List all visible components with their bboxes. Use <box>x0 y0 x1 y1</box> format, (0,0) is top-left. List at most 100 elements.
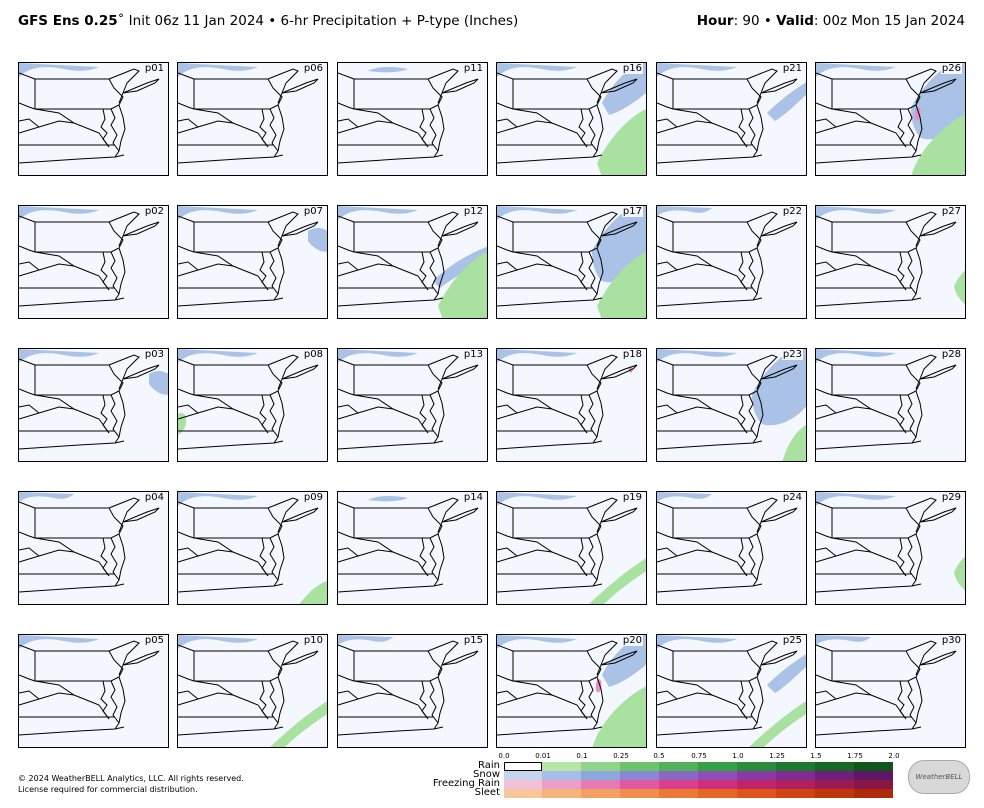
legend-row-label: Snow <box>473 769 500 780</box>
ensemble-panel-p17: p17 <box>496 205 647 319</box>
legend-swatch <box>659 771 698 780</box>
state-boundary <box>657 120 713 134</box>
state-boundary <box>427 497 459 533</box>
state-boundary <box>19 583 125 593</box>
state-boundary <box>281 221 319 237</box>
state-boundary <box>657 358 674 366</box>
state-boundary <box>338 531 355 539</box>
state-boundary <box>269 251 279 301</box>
state-boundary <box>905 640 937 676</box>
panel-member-label: p16 <box>621 63 643 74</box>
state-boundary <box>756 247 764 295</box>
hour-value: : 90 • <box>733 13 772 29</box>
state-boundary <box>19 726 125 736</box>
precip-area-snow-nw <box>657 63 737 77</box>
state-boundary <box>19 72 36 80</box>
legend-swatch <box>698 762 737 771</box>
precip-area-snow-nw <box>19 206 99 220</box>
state-boundary <box>19 261 40 271</box>
state-boundary <box>338 501 355 509</box>
state-boundary <box>178 120 234 134</box>
state-boundary <box>760 78 798 94</box>
state-boundary <box>34 650 124 682</box>
state-boundary <box>657 388 674 396</box>
state-boundary <box>816 690 837 700</box>
state-boundary <box>122 221 160 237</box>
state-boundary <box>338 358 355 366</box>
panel-member-label: p07 <box>302 206 324 217</box>
precip-area-snow-nw <box>816 63 896 77</box>
state-boundary <box>512 78 602 110</box>
state-boundary <box>512 650 602 682</box>
state-boundary <box>118 390 126 438</box>
state-boundary <box>919 78 957 94</box>
panel-member-label: p28 <box>940 349 962 360</box>
title-subtitle: Init 06z 11 Jan 2024 • 6-hr Precipitatio… <box>128 13 519 29</box>
precip-area-snow-nw <box>178 635 258 649</box>
state-boundary <box>512 108 588 148</box>
legend-swatch <box>815 771 854 780</box>
legend-row-label: Sleet <box>474 787 500 798</box>
state-boundary <box>178 297 284 307</box>
legend-swatch <box>620 762 659 771</box>
state-boundary <box>657 102 674 110</box>
state-boundary <box>497 547 518 557</box>
state-boundary <box>429 680 439 730</box>
state-boundary <box>915 104 923 152</box>
ensemble-panel-p09: p09 <box>177 491 328 605</box>
precip-area-fzrain-small <box>595 679 602 693</box>
precip-area-snow-nw <box>816 349 896 363</box>
panel-member-label: p15 <box>462 635 484 646</box>
state-boundary <box>816 440 922 450</box>
state-boundary <box>353 537 429 577</box>
panel-map <box>816 349 957 450</box>
state-boundary <box>437 390 445 438</box>
state-boundary <box>178 726 284 736</box>
precip-area-rain-se-band <box>270 701 327 747</box>
state-boundary <box>178 245 195 253</box>
panel-map <box>19 63 160 164</box>
precip-area-rain-se-small <box>782 425 806 461</box>
state-boundary <box>178 72 195 80</box>
state-boundary <box>277 390 285 438</box>
state-boundary <box>267 497 299 533</box>
state-boundary <box>497 102 514 110</box>
state-boundary <box>816 726 922 736</box>
panel-map <box>338 495 479 593</box>
state-boundary <box>657 261 678 271</box>
ensemble-panel-p15: p15 <box>337 634 488 748</box>
state-boundary <box>915 390 923 438</box>
legend-swatch <box>737 771 776 780</box>
precip-area-snow-ne <box>602 63 646 115</box>
state-boundary <box>178 358 195 366</box>
panel-map <box>178 63 319 164</box>
state-boundary <box>437 247 445 295</box>
state-boundary <box>353 78 443 110</box>
state-boundary <box>19 118 40 128</box>
legend-swatch <box>659 780 698 789</box>
panel-member-label: p05 <box>143 635 165 646</box>
legend-tick-label: 2.0 <box>888 752 900 760</box>
state-boundary <box>178 501 195 509</box>
legend-swatch <box>504 789 542 798</box>
panel-member-label: p29 <box>940 492 962 503</box>
ensemble-panel-p29: p29 <box>815 491 966 605</box>
precip-area-snow-nw <box>338 206 418 220</box>
state-boundary <box>19 531 36 539</box>
ensemble-panel-p20: p20 <box>496 634 647 748</box>
state-boundary <box>816 549 872 563</box>
state-boundary <box>600 650 638 666</box>
state-boundary <box>437 533 445 581</box>
panel-member-label: p22 <box>781 206 803 217</box>
panel-map <box>816 63 965 175</box>
state-boundary <box>267 211 299 247</box>
legend-swatch <box>854 780 893 789</box>
state-boundary <box>600 364 638 380</box>
panel-map <box>338 635 479 736</box>
state-boundary <box>338 547 359 557</box>
state-boundary <box>586 497 618 533</box>
ensemble-panel-p24: p24 <box>656 491 807 605</box>
state-boundary <box>353 650 443 682</box>
precip-area-snow-nw <box>816 492 896 506</box>
state-boundary <box>905 497 937 533</box>
